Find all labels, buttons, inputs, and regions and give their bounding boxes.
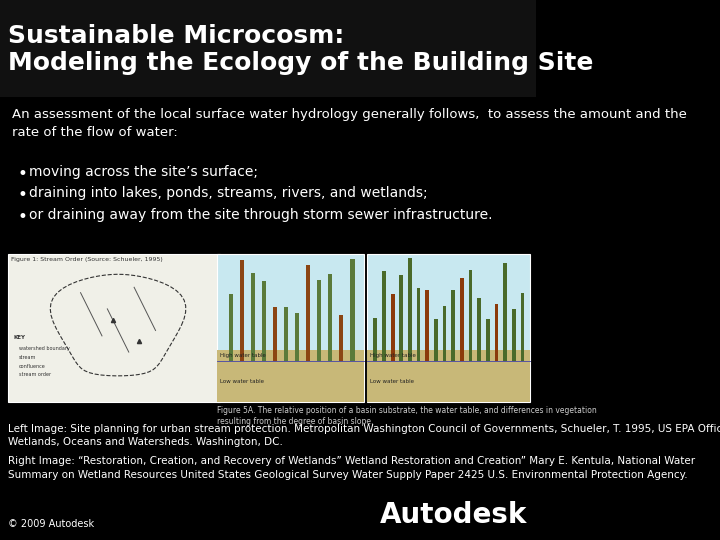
FancyBboxPatch shape [443, 306, 446, 361]
FancyBboxPatch shape [240, 260, 244, 361]
Text: or draining away from the site through storm sewer infrastructure.: or draining away from the site through s… [30, 208, 493, 222]
Text: Figure 5A. The relative position of a basin substrate, the water table, and diff: Figure 5A. The relative position of a ba… [217, 406, 597, 426]
FancyBboxPatch shape [284, 307, 288, 361]
FancyBboxPatch shape [486, 319, 490, 361]
FancyBboxPatch shape [273, 307, 277, 361]
FancyBboxPatch shape [229, 294, 233, 361]
Text: Left Image: Site planning for urban stream protection. Metropolitan Washington C: Left Image: Site planning for urban stre… [8, 424, 720, 447]
FancyBboxPatch shape [451, 290, 455, 361]
Text: draining into lakes, ponds, streams, rivers, and wetlands;: draining into lakes, ponds, streams, riv… [30, 186, 428, 200]
FancyBboxPatch shape [477, 298, 481, 361]
Text: watershed boundary: watershed boundary [19, 346, 70, 352]
FancyBboxPatch shape [512, 309, 516, 361]
FancyBboxPatch shape [295, 313, 300, 361]
Text: An assessment of the local surface water hydrology generally follows,  to assess: An assessment of the local surface water… [12, 108, 687, 139]
Text: Autodesk: Autodesk [380, 501, 528, 529]
FancyBboxPatch shape [262, 281, 266, 361]
FancyBboxPatch shape [317, 280, 321, 361]
Text: KEY: KEY [14, 335, 25, 341]
FancyBboxPatch shape [382, 272, 386, 361]
FancyBboxPatch shape [328, 274, 333, 361]
Text: •: • [17, 208, 27, 226]
FancyBboxPatch shape [339, 315, 343, 361]
Text: Sustainable Microcosm:: Sustainable Microcosm: [8, 24, 344, 48]
Text: Low water table: Low water table [369, 380, 413, 384]
FancyBboxPatch shape [350, 259, 354, 361]
FancyBboxPatch shape [503, 263, 507, 361]
Text: High water table: High water table [369, 353, 415, 357]
Text: confluence: confluence [19, 363, 45, 369]
Text: Low water table: Low water table [220, 380, 264, 384]
FancyBboxPatch shape [306, 265, 310, 361]
Text: moving across the site’s surface;: moving across the site’s surface; [30, 165, 258, 179]
FancyBboxPatch shape [391, 294, 395, 361]
FancyBboxPatch shape [426, 290, 429, 361]
Text: Modeling the Ecology of the Building Site: Modeling the Ecology of the Building Sit… [8, 51, 593, 75]
Text: © 2009 Autodesk: © 2009 Autodesk [8, 519, 94, 529]
FancyBboxPatch shape [495, 305, 498, 361]
Text: •: • [17, 186, 27, 204]
FancyBboxPatch shape [408, 258, 412, 361]
FancyBboxPatch shape [251, 273, 255, 361]
FancyBboxPatch shape [521, 293, 524, 361]
Text: Figure 1: Stream Order (Source: Schueler, 1995): Figure 1: Stream Order (Source: Schueler… [11, 256, 163, 261]
Text: stream order: stream order [19, 372, 51, 377]
FancyBboxPatch shape [469, 270, 472, 361]
FancyBboxPatch shape [374, 319, 377, 361]
FancyBboxPatch shape [460, 278, 464, 361]
FancyBboxPatch shape [417, 288, 420, 361]
FancyBboxPatch shape [217, 350, 364, 402]
FancyBboxPatch shape [400, 275, 403, 361]
FancyBboxPatch shape [217, 254, 364, 402]
Text: stream: stream [19, 355, 36, 360]
FancyBboxPatch shape [8, 254, 220, 402]
Text: •: • [17, 165, 27, 183]
FancyBboxPatch shape [367, 254, 530, 402]
Text: High water table: High water table [220, 353, 266, 357]
FancyBboxPatch shape [434, 319, 438, 361]
Text: Right Image: “Restoration, Creation, and Recovery of Wetlands” Wetland Restorati: Right Image: “Restoration, Creation, and… [8, 456, 695, 480]
FancyBboxPatch shape [0, 0, 536, 97]
FancyBboxPatch shape [367, 350, 530, 402]
